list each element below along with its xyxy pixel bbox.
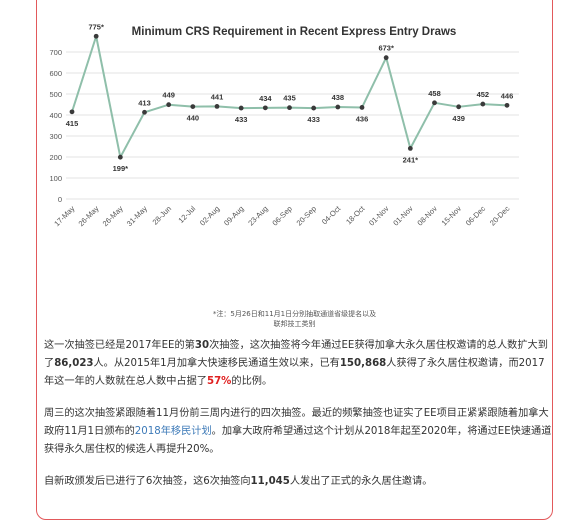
p1-text-3: 人。从2015年1月加拿大快速移民通道生效以来，已有 — [93, 358, 340, 369]
y-axis: 0 100 200 300 400 500 600 700 — [49, 48, 62, 204]
total-2017: 86,023 — [54, 358, 94, 369]
data-point — [69, 109, 75, 115]
x-tick-label: 23-Aug — [246, 204, 269, 227]
data-point — [407, 145, 413, 151]
y-tick-label: 300 — [49, 132, 62, 141]
data-points — [69, 33, 510, 160]
data-label: 415 — [66, 119, 79, 128]
percentage-highlight: 57% — [207, 376, 232, 387]
chart-grid — [66, 51, 519, 200]
data-point — [335, 104, 341, 110]
data-label: 458 — [428, 89, 441, 98]
data-label: 441 — [211, 92, 224, 101]
x-tick-label: 06-Sep — [270, 204, 293, 227]
data-label: 433 — [235, 115, 248, 124]
data-label: 241* — [403, 155, 419, 164]
p1-text-4: 人获得了永久居住权邀请，而2017年这一年的人数就在总人数中占据了 — [44, 358, 545, 387]
x-tick-label: 20-Dec — [488, 204, 512, 228]
x-tick-label: 01-Nov — [367, 204, 391, 228]
data-point — [166, 102, 172, 108]
chart-title: Minimum CRS Requirement in Recent Expres… — [132, 26, 457, 38]
data-label: 446 — [501, 91, 514, 100]
p1-text-2: 次抽签，这次抽签将今年通过EE获得加拿大永久居住权邀请的总人数扩大到了 — [44, 340, 548, 369]
x-tick-label: 26-May — [77, 204, 101, 228]
x-tick-label: 08-Nov — [415, 204, 439, 228]
x-tick-label: 09-Aug — [222, 204, 245, 227]
x-tick-label: 17-May — [52, 204, 76, 228]
data-label: 434 — [259, 94, 272, 103]
x-tick-label: 26-May — [101, 204, 125, 228]
article-card — [36, 0, 553, 520]
data-point — [238, 105, 244, 111]
paragraph-2: 周三的这次抽签紧跟随着11月份前三周内进行的四次抽签。最近的频繁抽签也证实了EE… — [44, 405, 554, 459]
data-label: 775* — [88, 22, 104, 31]
x-tick-label: 04-Oct — [320, 203, 343, 226]
y-tick-label: 700 — [49, 48, 62, 57]
data-label: 438 — [332, 93, 345, 102]
paragraph-3: 自新政颁发后已进行了6次抽签，这6次抽签向11,045人发出了正式的永久居住邀请… — [44, 473, 554, 491]
p2-text-2: 。加拿大政府希望通过这个计划从2018年起至2020年，将通过EE快速通道获得永… — [44, 426, 552, 455]
data-point — [214, 103, 220, 109]
x-tick-label: 20-Sep — [295, 204, 318, 227]
x-tick-label: 15-Nov — [440, 204, 464, 228]
p2-text-1: 周三的这次抽签紧跟随着11月份前三周内进行的四次抽签。最近的频繁抽签也证实了EE… — [44, 408, 549, 437]
x-tick-label: 28-Jun — [150, 204, 173, 227]
x-axis: 17-May 26-May 26-May 31-May 28-Jun 12-Jul 02-A… — [52, 203, 511, 228]
p1-text-1: 这一次抽签已经是2017年EE的第 — [44, 340, 195, 351]
data-point — [262, 105, 268, 111]
x-tick-label: 06-Dec — [464, 204, 488, 228]
data-point — [93, 33, 99, 39]
x-tick-label: 31-May — [125, 204, 149, 228]
chart-footnote: *注：5月26日和11月1日分别抽取通道省级提名以及 联邦技工类别 — [42, 309, 547, 329]
p1-text-5: 的比例。 — [231, 376, 273, 387]
data-label: 436 — [356, 114, 369, 123]
data-point — [142, 109, 147, 115]
immigration-plan-link[interactable]: 2018年移民计划 — [134, 426, 212, 437]
p3-text-2: 人发出了正式的永久居住邀请。 — [289, 476, 433, 487]
invitations-count: 11,045 — [250, 476, 290, 487]
data-label: 199* — [113, 164, 129, 173]
x-tick-label: 18-Oct — [344, 203, 367, 226]
data-label: 413 — [138, 98, 151, 107]
data-point — [359, 105, 365, 110]
data-point — [480, 101, 486, 107]
p3-text-1: 自新政颁发后已进行了6次抽签，这6次抽签向 — [44, 476, 251, 487]
data-label: 440 — [187, 114, 200, 123]
data-labels: 415 775* 199* 413 449 440 441 433 434 435 433 438 43… — [66, 22, 514, 173]
data-label: 452 — [477, 90, 490, 99]
data-point — [456, 104, 462, 110]
data-point — [190, 104, 196, 109]
y-tick-label: 100 — [49, 174, 62, 183]
y-tick-label: 500 — [49, 90, 62, 99]
total-since-2015: 150,868 — [339, 358, 387, 369]
data-point — [504, 102, 510, 108]
data-point — [432, 100, 437, 106]
footnote-line-1: *注：5月26日和11月1日分别抽取通道省级提名以及 — [212, 310, 377, 318]
data-label: 449 — [162, 91, 175, 100]
article-body: 这一次抽签已经是2017年EE的第30次抽签，这次抽签将今年通过EE获得加拿大永… — [44, 337, 554, 505]
crs-line-chart: Minimum CRS Requirement in Recent Expres… — [49, 22, 519, 228]
data-label: 433 — [307, 115, 320, 124]
y-tick-label: 600 — [49, 69, 62, 78]
data-label: 439 — [452, 114, 465, 123]
paragraph-1: 这一次抽签已经是2017年EE的第30次抽签，这次抽签将今年通过EE获得加拿大永… — [44, 337, 554, 391]
data-point — [117, 154, 123, 160]
y-tick-label: 400 — [49, 111, 62, 120]
y-tick-label: 200 — [49, 153, 62, 162]
data-point — [383, 55, 389, 61]
data-label: 673* — [378, 44, 394, 53]
data-point — [311, 105, 317, 111]
footnote-line-2: 联邦技工类别 — [273, 320, 316, 328]
x-tick-label: 01-Nov — [391, 204, 415, 228]
draw-number: 30 — [194, 340, 210, 351]
x-tick-label: 02-Aug — [198, 204, 221, 227]
data-point — [287, 105, 292, 111]
data-label: 435 — [283, 94, 296, 103]
y-tick-label: 0 — [58, 195, 62, 204]
x-tick-label: 12-Jul — [176, 204, 197, 225]
